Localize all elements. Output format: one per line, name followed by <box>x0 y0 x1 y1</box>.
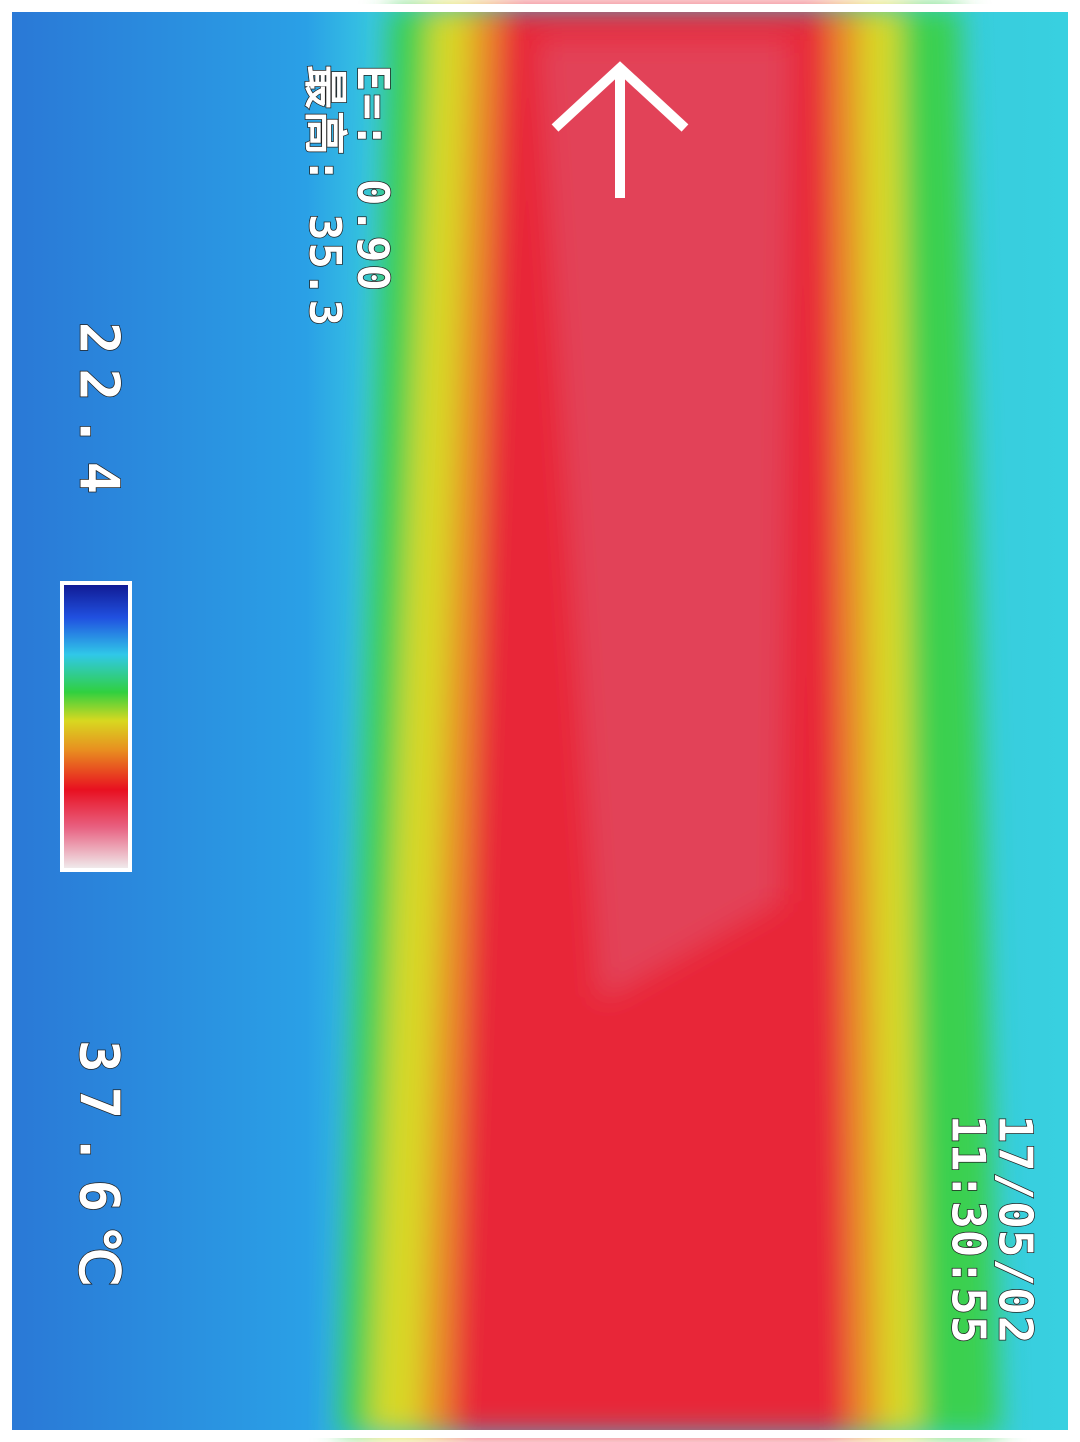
emissivity: E=: 0.90 <box>347 65 398 293</box>
scale-max: 37.6℃ <box>67 1040 130 1301</box>
color-scale <box>60 581 132 872</box>
arrow <box>551 61 689 198</box>
heat-bands <box>340 8 1000 1434</box>
frame <box>4 4 1076 1438</box>
max-temp: 最高: 35.3 <box>299 65 350 328</box>
scale-min: 22.4 <box>67 322 130 508</box>
time: 11:30:55 <box>942 1115 996 1345</box>
date: 17/05/02 <box>989 1115 1043 1345</box>
